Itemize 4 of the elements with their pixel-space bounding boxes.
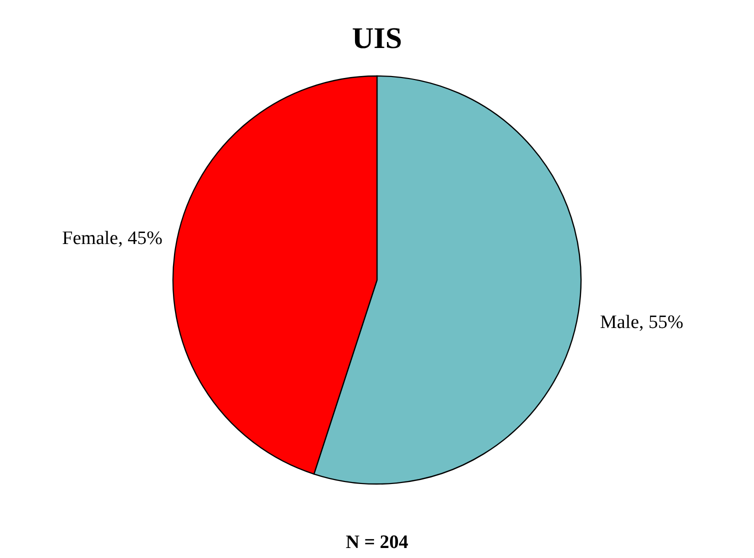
slice-label: Female, 45%: [62, 228, 163, 250]
text: N = 204: [346, 532, 409, 553]
slice-label: Male, 55%: [600, 312, 684, 333]
chart-title: UIS: [352, 22, 402, 55]
